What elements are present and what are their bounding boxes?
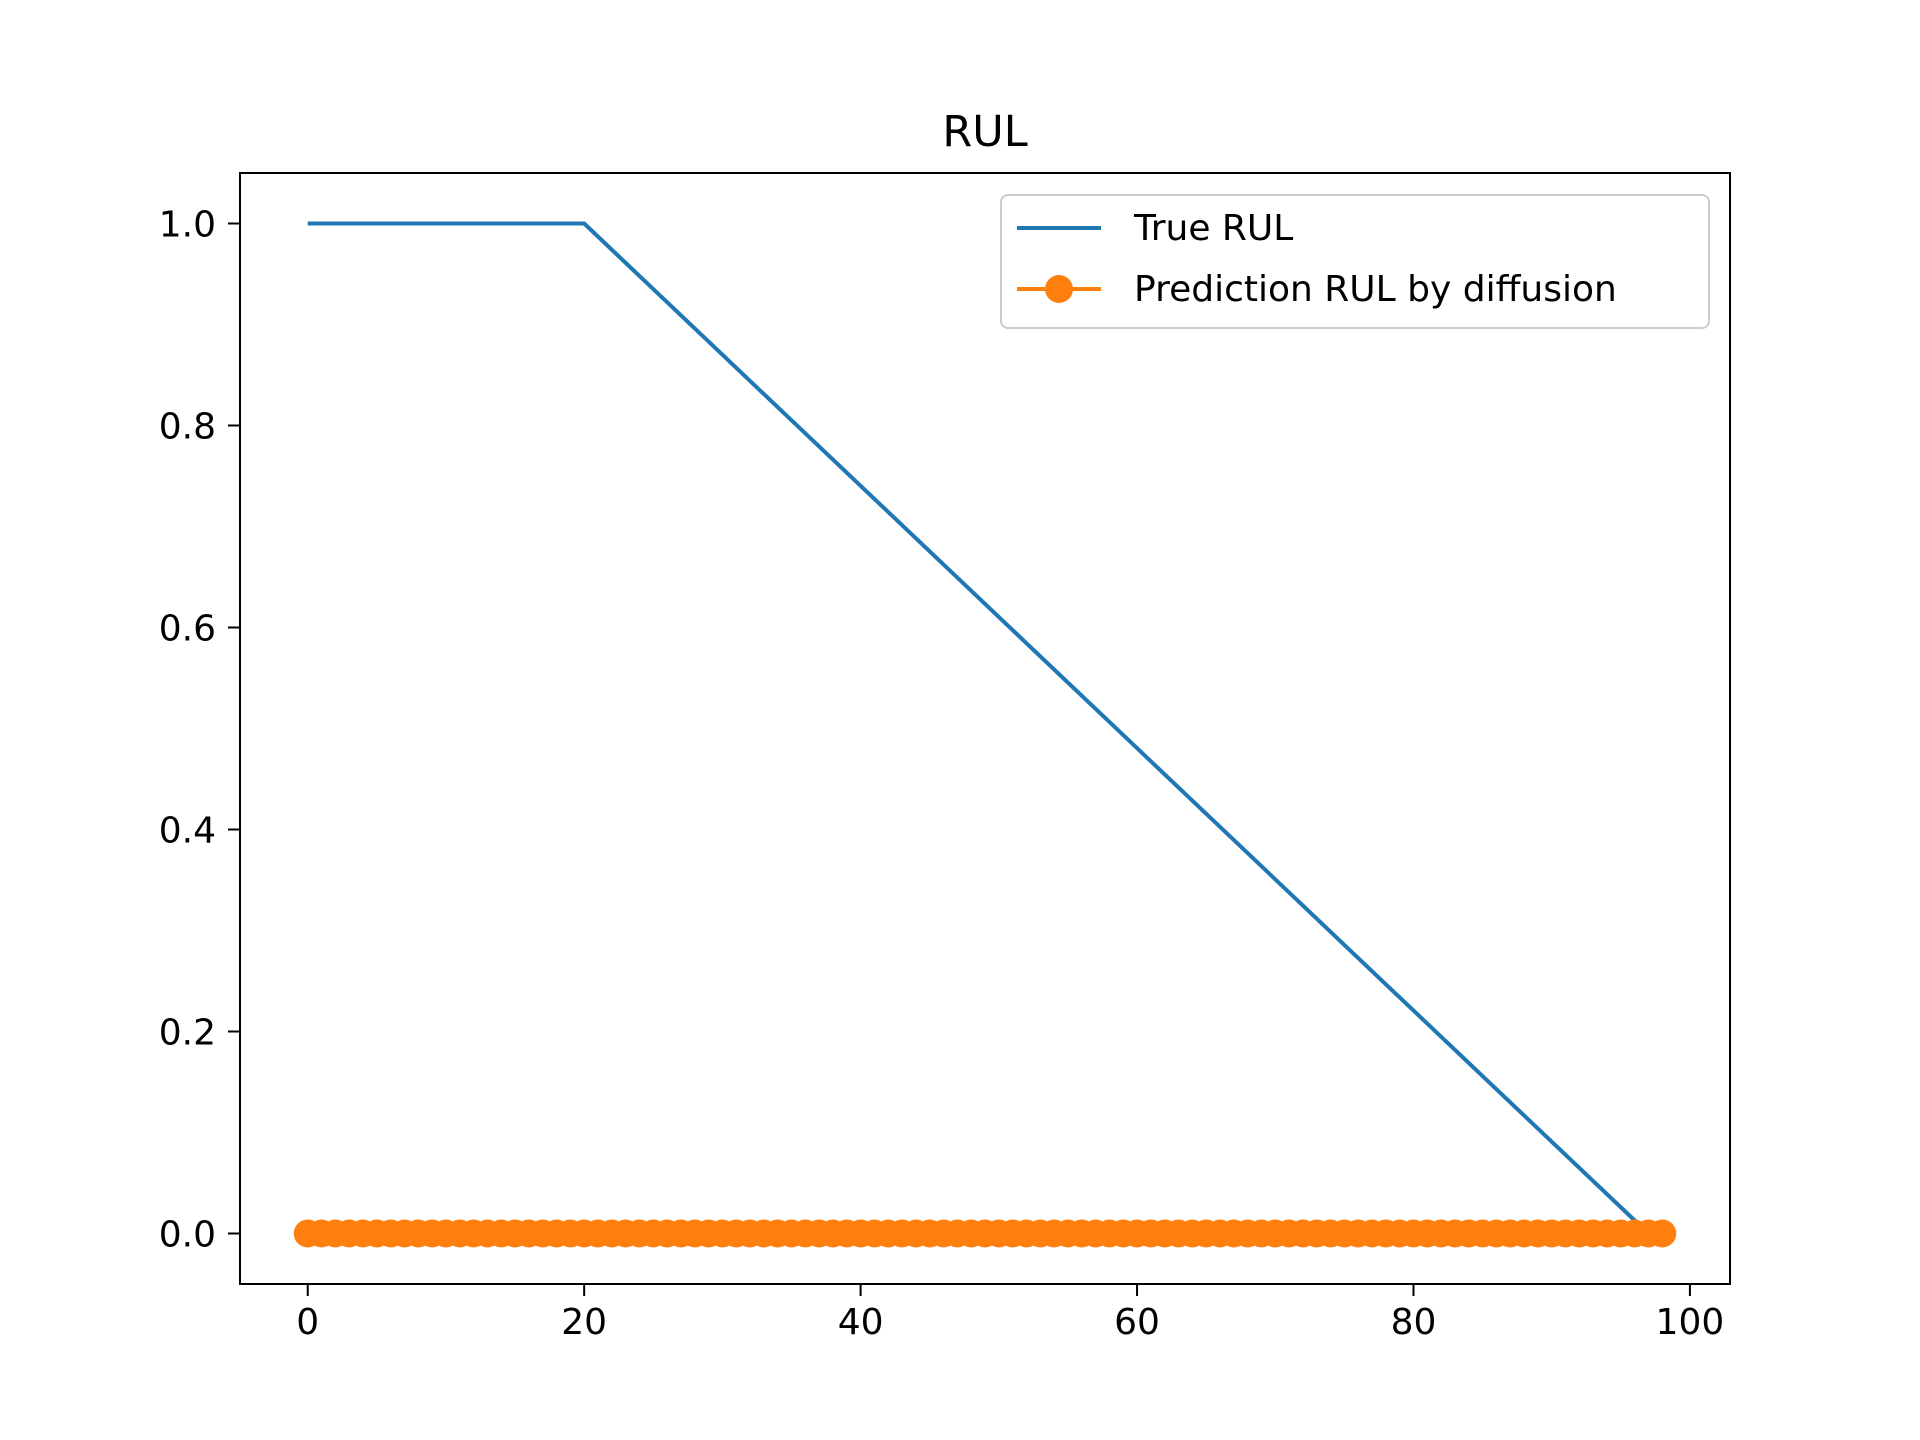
x-axis: 0 20 40 60 80 100 bbox=[296, 1284, 1724, 1343]
y-tick-label: 0.0 bbox=[159, 1215, 216, 1256]
prediction-point bbox=[1648, 1219, 1677, 1248]
y-axis: 0.0 0.2 0.4 0.6 0.8 1.0 bbox=[159, 205, 240, 1256]
axes-frame bbox=[239, 172, 1731, 1285]
legend-box bbox=[1000, 194, 1710, 329]
y-tick-label: 0.8 bbox=[159, 407, 216, 448]
series-true-rul-line bbox=[307, 221, 1650, 1235]
legend-true-rul-label: True RUL bbox=[1133, 208, 1293, 249]
y-tick-label: 0.6 bbox=[159, 609, 216, 650]
x-tick-label: 0 bbox=[296, 1302, 319, 1343]
plot-area bbox=[293, 221, 1677, 1248]
x-tick-label: 100 bbox=[1656, 1302, 1725, 1343]
chart-title: RUL bbox=[942, 107, 1027, 157]
x-tick-label: 80 bbox=[1391, 1302, 1437, 1343]
legend-prediction-marker bbox=[1045, 275, 1073, 303]
y-tick-label: 0.4 bbox=[159, 811, 216, 852]
x-tick-label: 20 bbox=[561, 1302, 607, 1343]
x-tick-label: 40 bbox=[838, 1302, 884, 1343]
legend: True RUL Prediction RUL by diffusion bbox=[1000, 194, 1710, 329]
legend-prediction-label: Prediction RUL by diffusion bbox=[1134, 269, 1617, 310]
x-tick-label: 60 bbox=[1114, 1302, 1160, 1343]
y-tick-label: 1.0 bbox=[159, 205, 216, 246]
y-tick-label: 0.2 bbox=[159, 1013, 216, 1054]
